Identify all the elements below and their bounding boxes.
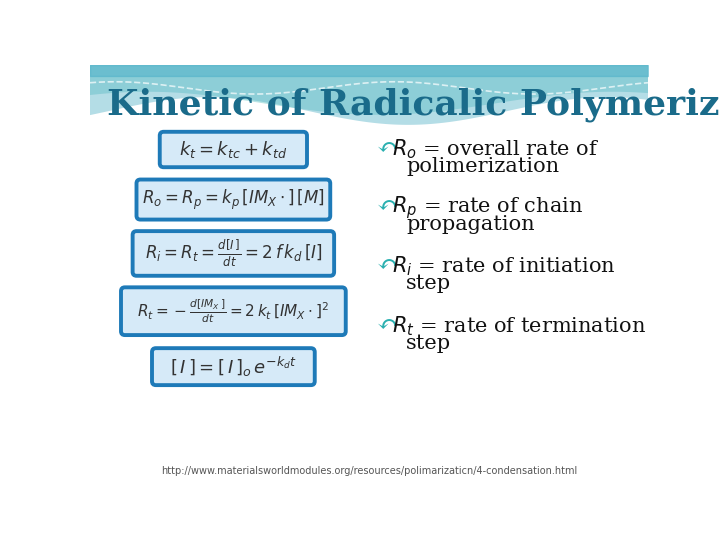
Text: $R_t$ = rate of termination: $R_t$ = rate of termination [392,315,646,339]
Text: $R_i = R_t = \frac{d[I\,]}{dt} = 2\,f\,k_d\,[I]$: $R_i = R_t = \frac{d[I\,]}{dt} = 2\,f\,k… [145,238,322,269]
Text: $R_t = -\frac{d[IM_X\,]}{dt} = 2\,k_t\,[IM_X\cdot]^2$: $R_t = -\frac{d[IM_X\,]}{dt} = 2\,k_t\,[… [138,298,329,325]
Text: ↶: ↶ [377,195,397,219]
FancyBboxPatch shape [132,231,334,276]
FancyBboxPatch shape [121,287,346,335]
Text: ↶: ↶ [377,255,397,278]
Text: step: step [406,274,451,293]
Text: ↶: ↶ [377,138,397,161]
Text: polimerization: polimerization [406,157,559,176]
Text: http://www.materialsworldmodules.org/resources/polimarizaticn/4-condensation.htm: http://www.materialsworldmodules.org/res… [161,467,577,476]
Text: $R_o = R_p = k_p\,[IM_X\cdot]\,[M]$: $R_o = R_p = k_p\,[IM_X\cdot]\,[M]$ [142,187,325,212]
Text: $[\,I\,] = [\,I\,]_o\,e^{-k_d t}$: $[\,I\,] = [\,I\,]_o\,e^{-k_d t}$ [170,355,297,379]
Text: propagation: propagation [406,215,535,234]
FancyBboxPatch shape [160,132,307,167]
Text: Kinetic of Radicalic Polymerization: Kinetic of Radicalic Polymerization [107,87,720,122]
Text: step: step [406,334,451,353]
Polygon shape [90,65,648,115]
Text: ↶: ↶ [377,315,397,338]
Text: $R_o$ = overall rate of: $R_o$ = overall rate of [392,138,600,161]
Text: $R_p$ = rate of chain: $R_p$ = rate of chain [392,194,583,221]
FancyBboxPatch shape [137,179,330,220]
FancyBboxPatch shape [152,348,315,385]
Text: $k_t = k_{tc} + k_{td}$: $k_t = k_{tc} + k_{td}$ [179,139,287,160]
Polygon shape [90,65,648,125]
Text: $R_i$ = rate of initiation: $R_i$ = rate of initiation [392,255,616,278]
